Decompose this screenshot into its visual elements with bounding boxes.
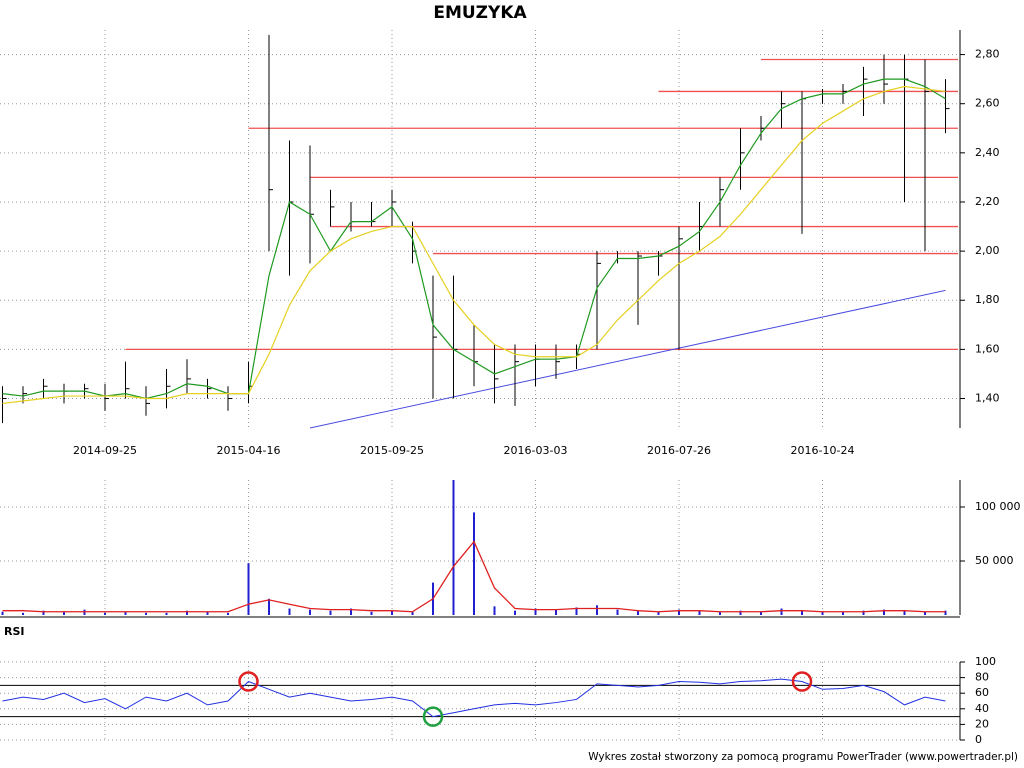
y-tick-label: 60: [975, 686, 989, 699]
signal-marker: [238, 671, 259, 692]
y-tick-label: 20: [975, 717, 989, 730]
chart-title: EMUZYKA: [433, 3, 527, 23]
y-tick-label: 100 000: [975, 500, 1021, 513]
signal-marker: [791, 671, 813, 692]
rsi-line: [2, 678, 946, 718]
y-tick-label: 1,40: [975, 392, 1000, 405]
y-tick-label: 2,40: [975, 146, 1000, 159]
x-tick-label: 2016-10-24: [791, 444, 855, 457]
y-tick-label: 40: [975, 702, 989, 715]
y-tick-label: 80: [975, 671, 989, 684]
x-tick-label: 2015-04-16: [217, 444, 281, 457]
y-tick-label: 2,80: [975, 48, 1000, 61]
y-tick-label: 2,60: [975, 97, 1000, 110]
x-tick-label: 2015-09-25: [360, 444, 424, 457]
y-tick-label: 1,80: [975, 293, 1000, 306]
rsi-title: RSI: [4, 625, 25, 638]
moving-average: [2, 78, 946, 400]
y-tick-label: 100: [975, 655, 996, 668]
moving-average: [2, 85, 946, 405]
y-tick-label: 50 000: [975, 554, 1014, 567]
x-tick-label: 2016-07-26: [647, 444, 711, 457]
y-tick-label: 0: [975, 733, 982, 746]
signal-marker: [422, 706, 444, 727]
volume-average: [2, 540, 946, 613]
footer: Wykres został stworzony za pomocą progra…: [588, 751, 1018, 763]
x-tick-label: 2014-09-25: [73, 444, 137, 457]
y-tick-label: 2,20: [975, 195, 1000, 208]
y-tick-label: 1,60: [975, 342, 1000, 355]
y-tick-label: 2,00: [975, 244, 1000, 257]
x-tick-label: 2016-03-03: [504, 444, 568, 457]
trend-line: [309, 289, 946, 429]
